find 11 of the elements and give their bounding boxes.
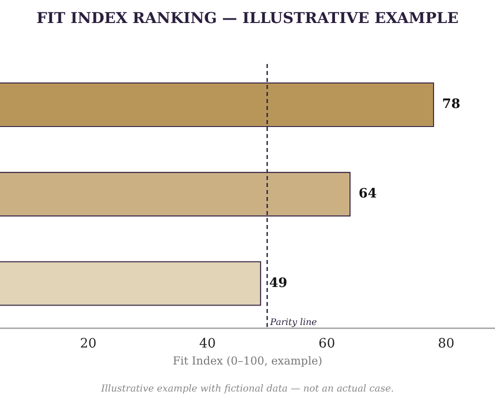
ref-line-label: Parity line — [269, 318, 317, 328]
x-tick-label: 80 — [438, 336, 454, 352]
x-tick-label: 60 — [318, 336, 336, 352]
text: Illustrative example with fictional data — not an actual case. — [100, 383, 394, 394]
data-label: 64 — [358, 186, 377, 202]
x-axis-title: Fit Index (0–100, example) — [172, 354, 322, 368]
data-label: 78 — [442, 97, 460, 112]
x-tick-label: 20 — [80, 336, 97, 352]
x-tick-label: 40 — [199, 336, 216, 352]
chart-title: FIT INDEX RANKING — ILLUSTRATIVE EXAMPLE — [36, 8, 459, 27]
data-label: 49 — [269, 276, 288, 291]
